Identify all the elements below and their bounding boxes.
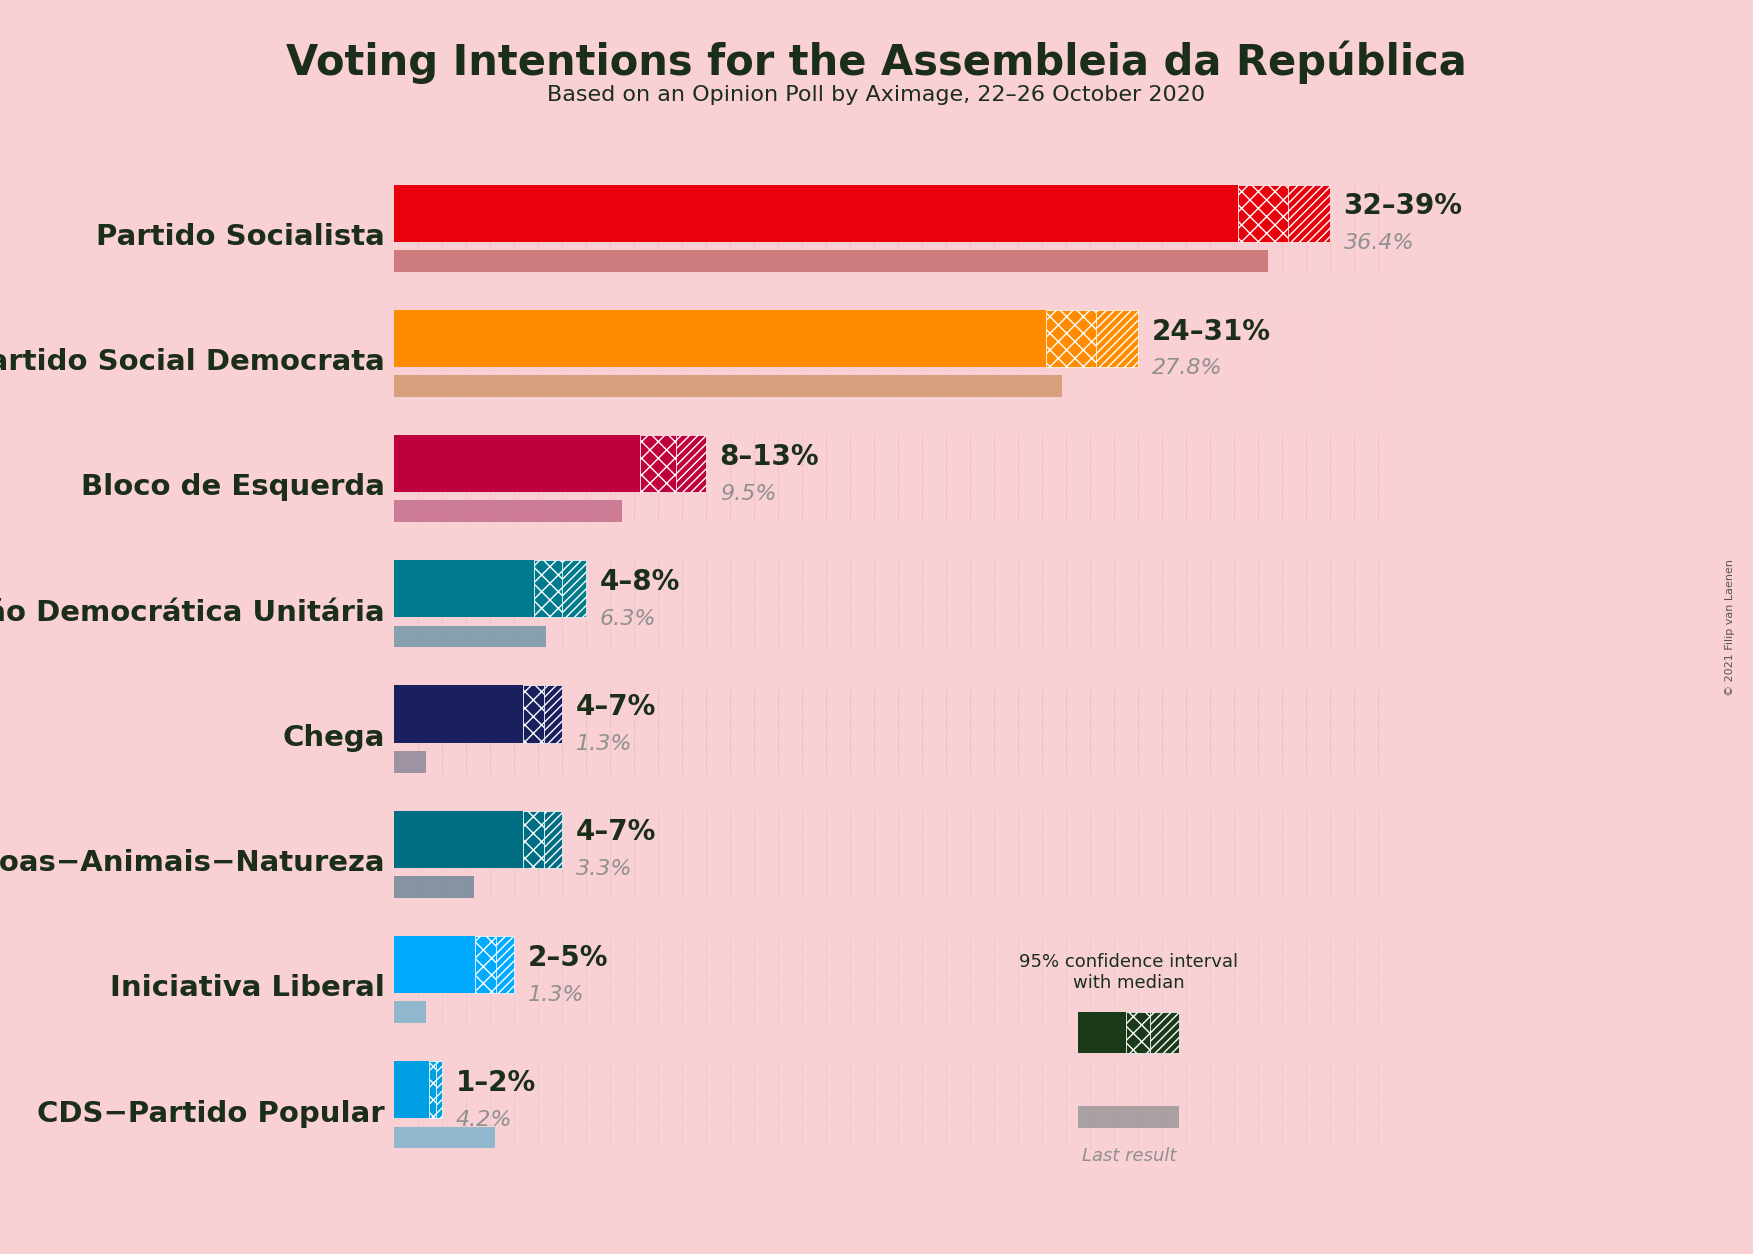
Text: Pessoas−Animais−Natureza: Pessoas−Animais−Natureza bbox=[0, 849, 386, 877]
Bar bbox=[522, 686, 545, 742]
Bar bbox=[640, 435, 677, 492]
Bar bbox=[394, 1061, 429, 1119]
Bar bbox=[522, 810, 545, 868]
Text: 27.8%: 27.8% bbox=[1152, 359, 1222, 379]
Bar bbox=[533, 561, 563, 617]
Bar bbox=[394, 751, 426, 772]
Text: 4–7%: 4–7% bbox=[575, 693, 656, 721]
Bar bbox=[394, 500, 622, 522]
Bar bbox=[1078, 1106, 1180, 1129]
Bar bbox=[475, 935, 496, 993]
Bar bbox=[394, 1126, 494, 1149]
Text: 8–13%: 8–13% bbox=[720, 443, 819, 470]
Bar bbox=[394, 435, 640, 492]
Bar bbox=[429, 1061, 436, 1119]
Text: Coligação Democrática Unitária: Coligação Democrática Unitária bbox=[0, 598, 386, 627]
Bar bbox=[545, 686, 563, 742]
Bar bbox=[394, 810, 522, 868]
Text: 1–2%: 1–2% bbox=[456, 1068, 536, 1097]
Bar bbox=[394, 1001, 426, 1023]
Text: 2–5%: 2–5% bbox=[528, 944, 608, 972]
Bar bbox=[1078, 1012, 1127, 1053]
Bar bbox=[394, 250, 1267, 272]
Bar bbox=[1238, 184, 1288, 242]
Text: 4–7%: 4–7% bbox=[575, 819, 656, 846]
Bar bbox=[394, 561, 533, 617]
Bar bbox=[394, 184, 1238, 242]
Bar bbox=[1096, 310, 1138, 367]
Text: 6.3%: 6.3% bbox=[600, 608, 656, 628]
Bar bbox=[394, 626, 545, 647]
Text: 32–39%: 32–39% bbox=[1343, 192, 1462, 221]
Bar bbox=[496, 935, 514, 993]
Bar bbox=[394, 375, 1062, 396]
Text: 9.5%: 9.5% bbox=[720, 484, 777, 504]
Bar bbox=[394, 877, 473, 898]
Text: © 2021 Filip van Laenen: © 2021 Filip van Laenen bbox=[1725, 558, 1735, 696]
Bar bbox=[1288, 184, 1331, 242]
Text: 1.3%: 1.3% bbox=[528, 984, 584, 1004]
Text: 4.2%: 4.2% bbox=[456, 1110, 512, 1130]
Bar bbox=[394, 686, 522, 742]
Text: Last result: Last result bbox=[1082, 1147, 1176, 1165]
Bar bbox=[563, 561, 587, 617]
Bar bbox=[545, 810, 563, 868]
Text: Partido Socialista: Partido Socialista bbox=[96, 223, 386, 251]
Bar bbox=[1150, 1012, 1180, 1053]
Bar bbox=[677, 435, 706, 492]
Text: 95% confidence interval
with median: 95% confidence interval with median bbox=[1018, 953, 1238, 992]
Bar bbox=[1047, 310, 1096, 367]
Text: Voting Intentions for the Assembleia da República: Voting Intentions for the Assembleia da … bbox=[286, 40, 1467, 84]
Text: Iniciativa Liberal: Iniciativa Liberal bbox=[110, 974, 386, 1002]
Bar bbox=[436, 1061, 442, 1119]
Text: CDS−Partido Popular: CDS−Partido Popular bbox=[37, 1100, 386, 1127]
Text: Partido Social Democrata: Partido Social Democrata bbox=[0, 349, 386, 376]
Text: Bloco de Esquerda: Bloco de Esquerda bbox=[81, 474, 386, 502]
Text: 24–31%: 24–31% bbox=[1152, 317, 1271, 346]
Bar bbox=[394, 935, 475, 993]
Text: Chega: Chega bbox=[282, 724, 386, 752]
Bar bbox=[394, 310, 1047, 367]
Text: 1.3%: 1.3% bbox=[575, 734, 633, 754]
Text: 36.4%: 36.4% bbox=[1343, 233, 1415, 253]
Bar bbox=[1127, 1012, 1150, 1053]
Text: Based on an Opinion Poll by Aximage, 22–26 October 2020: Based on an Opinion Poll by Aximage, 22–… bbox=[547, 85, 1206, 105]
Text: 4–8%: 4–8% bbox=[600, 568, 680, 596]
Text: 3.3%: 3.3% bbox=[575, 859, 633, 879]
